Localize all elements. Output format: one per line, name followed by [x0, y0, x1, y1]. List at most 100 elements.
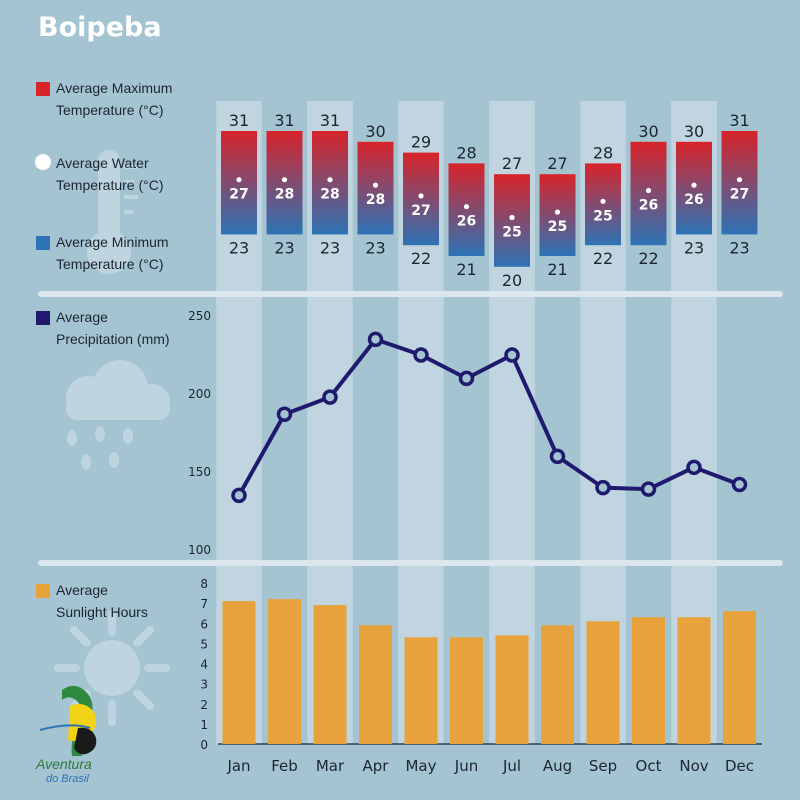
sunlight-tick-label-8: 8	[200, 577, 208, 591]
water-temp-dot-aug	[554, 209, 561, 215]
water-temp-dot-sep	[600, 198, 606, 204]
legend-min-temp: Average Minimum Temperature (°C)	[36, 234, 169, 272]
precip-tick-label-250: 250	[188, 309, 211, 323]
month-label-mar: Mar	[316, 757, 345, 775]
water-temp-dot-oct	[645, 187, 652, 194]
sunlight-bar-oct	[632, 617, 665, 744]
precip-tick-label-150: 150	[188, 465, 211, 479]
legend-max-temp-line1: Average Maximum	[56, 80, 172, 96]
logo-toucan-shape	[74, 727, 97, 755]
temp-range-bar-oct	[630, 141, 667, 246]
thermometer-icon	[87, 150, 138, 274]
max-temp-label-jun: 28	[456, 143, 476, 162]
temp-range-bar-jan	[221, 131, 257, 235]
logo-text-aventura: Aventura	[35, 756, 92, 772]
sunlight-bar-may	[404, 637, 438, 744]
sunlight-tick-label-4: 4	[200, 658, 208, 672]
legend-water-temp-swatch	[35, 154, 51, 170]
sunlight-bar-jan	[222, 601, 256, 744]
water-temp-label-jul: 25	[502, 225, 521, 241]
section-divider-bottom	[38, 560, 783, 566]
precipitation-line	[237, 337, 741, 497]
temp-range-bar-feb	[266, 131, 303, 235]
temp-range-bar-sep	[585, 163, 621, 246]
min-temp-label-aug: 21	[547, 260, 567, 279]
water-temp-dot-feb	[281, 177, 288, 183]
max-temp-label-sep: 28	[593, 143, 613, 162]
max-temp-label-aug: 27	[547, 154, 567, 173]
max-temp-label-dec: 31	[729, 111, 749, 130]
max-temp-label-nov: 30	[684, 122, 704, 141]
legend-max-temp-line2: Temperature (°C)	[56, 102, 164, 118]
precipitation-point-feb	[276, 406, 293, 423]
sunlight-tick-label-3: 3	[200, 678, 208, 692]
legend-water-temp-line2: Temperature (°C)	[56, 177, 164, 193]
max-temp-label-jan: 31	[229, 111, 249, 130]
max-temp-label-apr: 30	[365, 122, 385, 141]
sunlight-tick-label-5: 5	[200, 637, 208, 651]
min-temp-label-jun: 21	[456, 260, 476, 279]
water-temp-label-jun: 26	[457, 214, 476, 230]
legend-sunlight-swatch	[36, 584, 50, 598]
sunlight-chart: 0 1 2 3 4 5 6 7 8	[200, 577, 762, 752]
chart-title: Boipeba	[38, 12, 162, 43]
month-label-jan: Jan	[226, 757, 250, 775]
legend-max-temp-swatch	[36, 82, 50, 96]
precipitation-point-mar	[322, 389, 338, 405]
min-temp-label-feb: 23	[274, 238, 294, 257]
precipitation-point-aug	[549, 448, 566, 465]
legend-sunlight-line1: Average	[56, 582, 108, 598]
temp-range-bar-jun	[448, 163, 485, 256]
min-temp-label-may: 22	[411, 249, 431, 268]
legend-precipitation: Average Precipitation (mm)	[36, 309, 170, 347]
precipitation-point-jun	[458, 370, 475, 387]
max-temp-label-mar: 31	[320, 111, 340, 130]
water-temp-label-sep: 25	[593, 208, 612, 224]
month-axis: Jan Feb Mar Apr May Jun Jul Aug Sep Oct Nov Dec	[226, 757, 754, 775]
water-temp-label-jan: 27	[229, 187, 248, 203]
min-temp-label-jul: 20	[502, 271, 522, 290]
min-temp-label-jan: 23	[229, 238, 249, 257]
temp-range-bar-mar	[312, 131, 348, 235]
temp-range-bar-aug	[539, 174, 576, 256]
legend-precipitation-line1: Average	[56, 309, 108, 325]
month-label-dec: Dec	[725, 757, 754, 775]
min-temp-label-apr: 23	[365, 238, 385, 257]
temp-range-bar-dec	[721, 131, 758, 235]
legend-min-temp-line1: Average Minimum	[56, 234, 169, 250]
legend-sunlight: Average Sunlight Hours	[36, 582, 148, 620]
temp-range-bar-jul	[494, 174, 530, 267]
water-temp-label-oct: 26	[639, 198, 658, 214]
sunlight-tick-label-7: 7	[200, 597, 208, 611]
legend-min-temp-swatch	[36, 236, 50, 250]
precipitation-point-jul	[504, 347, 520, 363]
water-temp-dot-nov	[691, 182, 697, 188]
water-temp-label-dec: 27	[730, 187, 749, 203]
temp-range-bar-apr	[357, 141, 394, 235]
precipitation-point-oct	[640, 481, 657, 497]
logo-leaf-shape	[62, 685, 93, 756]
max-temp-label-jul: 27	[502, 154, 522, 173]
sunlight-tick-label-1: 1	[200, 718, 208, 732]
water-temp-dot-jan	[236, 177, 242, 183]
legend-precipitation-line2: Precipitation (mm)	[56, 331, 170, 347]
sunlight-bar-jul	[495, 635, 529, 744]
logo-text-do-brasil: do Brasil	[46, 773, 89, 785]
precip-tick-label-200: 200	[188, 387, 211, 401]
month-label-jun: Jun	[454, 757, 478, 775]
month-label-apr: Apr	[363, 757, 390, 775]
legend-max-temp: Average Maximum Temperature (°C)	[36, 80, 172, 118]
month-label-may: May	[405, 757, 436, 775]
sunlight-bar-sep	[586, 621, 620, 744]
temp-range-bar-may	[403, 152, 439, 246]
water-temp-dot-jun	[463, 204, 470, 210]
sunlight-tick-label-0: 0	[200, 738, 208, 752]
sunlight-bar-jun	[450, 637, 483, 744]
month-label-aug: Aug	[543, 757, 572, 775]
precipitation-point-apr	[367, 331, 384, 348]
min-temp-label-mar: 23	[320, 238, 340, 257]
precipitation-chart: 100 150 200 250	[188, 309, 748, 557]
month-label-nov: Nov	[679, 757, 708, 775]
